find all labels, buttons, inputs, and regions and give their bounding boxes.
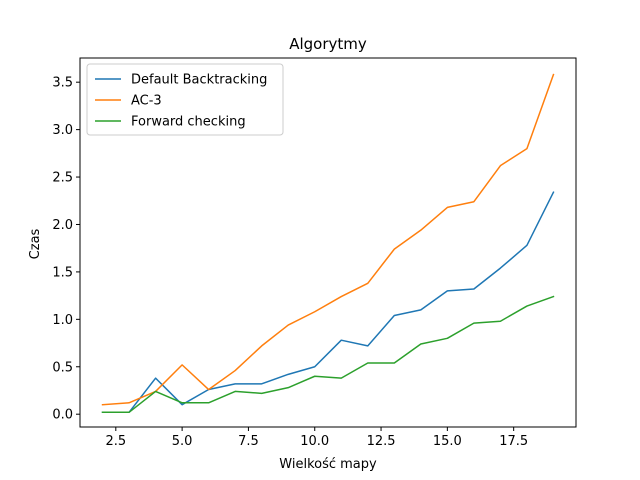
x-tick-label: 15.0 — [433, 434, 462, 449]
legend: Default Backtracking AC-3 Forward checking — [86, 63, 284, 136]
x-tick-label: 7.5 — [238, 434, 259, 449]
axes-frame — [79, 57, 577, 428]
y-tick-label: 0.0 — [52, 408, 73, 423]
y-tick-label: 2.5 — [52, 171, 73, 186]
legend-box — [86, 63, 284, 136]
y-tick-label: 3.5 — [52, 76, 73, 91]
legend-label: Default Backtracking — [131, 73, 267, 88]
x-axis-label: Wielkość mapy — [279, 457, 377, 472]
y-axis-label: Czas — [28, 228, 43, 259]
y-tick-label: 3.0 — [52, 123, 73, 138]
plot-area: 2.5 5.0 7.5 10.0 12.5 15.0 17.5 0.0 0.5 1.0 1.5 2.0… — [52, 57, 577, 449]
y-tick-label: 2.0 — [52, 218, 73, 233]
x-tick-label: 10.0 — [300, 434, 329, 449]
y-tick-label: 0.5 — [52, 360, 73, 375]
x-tick-label: 12.5 — [367, 434, 396, 449]
series-line-2 — [101, 295, 555, 414]
y-tick-label: 1.5 — [52, 265, 73, 280]
x-tick-label: 17.5 — [499, 434, 528, 449]
legend-label: AC-3 — [131, 94, 162, 109]
x-tick-label: 5.0 — [172, 434, 193, 449]
x-tick-label: 2.5 — [105, 434, 126, 449]
chart-title: Algorytmy — [289, 35, 367, 53]
series-line-1 — [101, 73, 555, 406]
legend-label: Forward checking — [131, 115, 246, 130]
y-tick-label: 1.0 — [52, 313, 73, 328]
